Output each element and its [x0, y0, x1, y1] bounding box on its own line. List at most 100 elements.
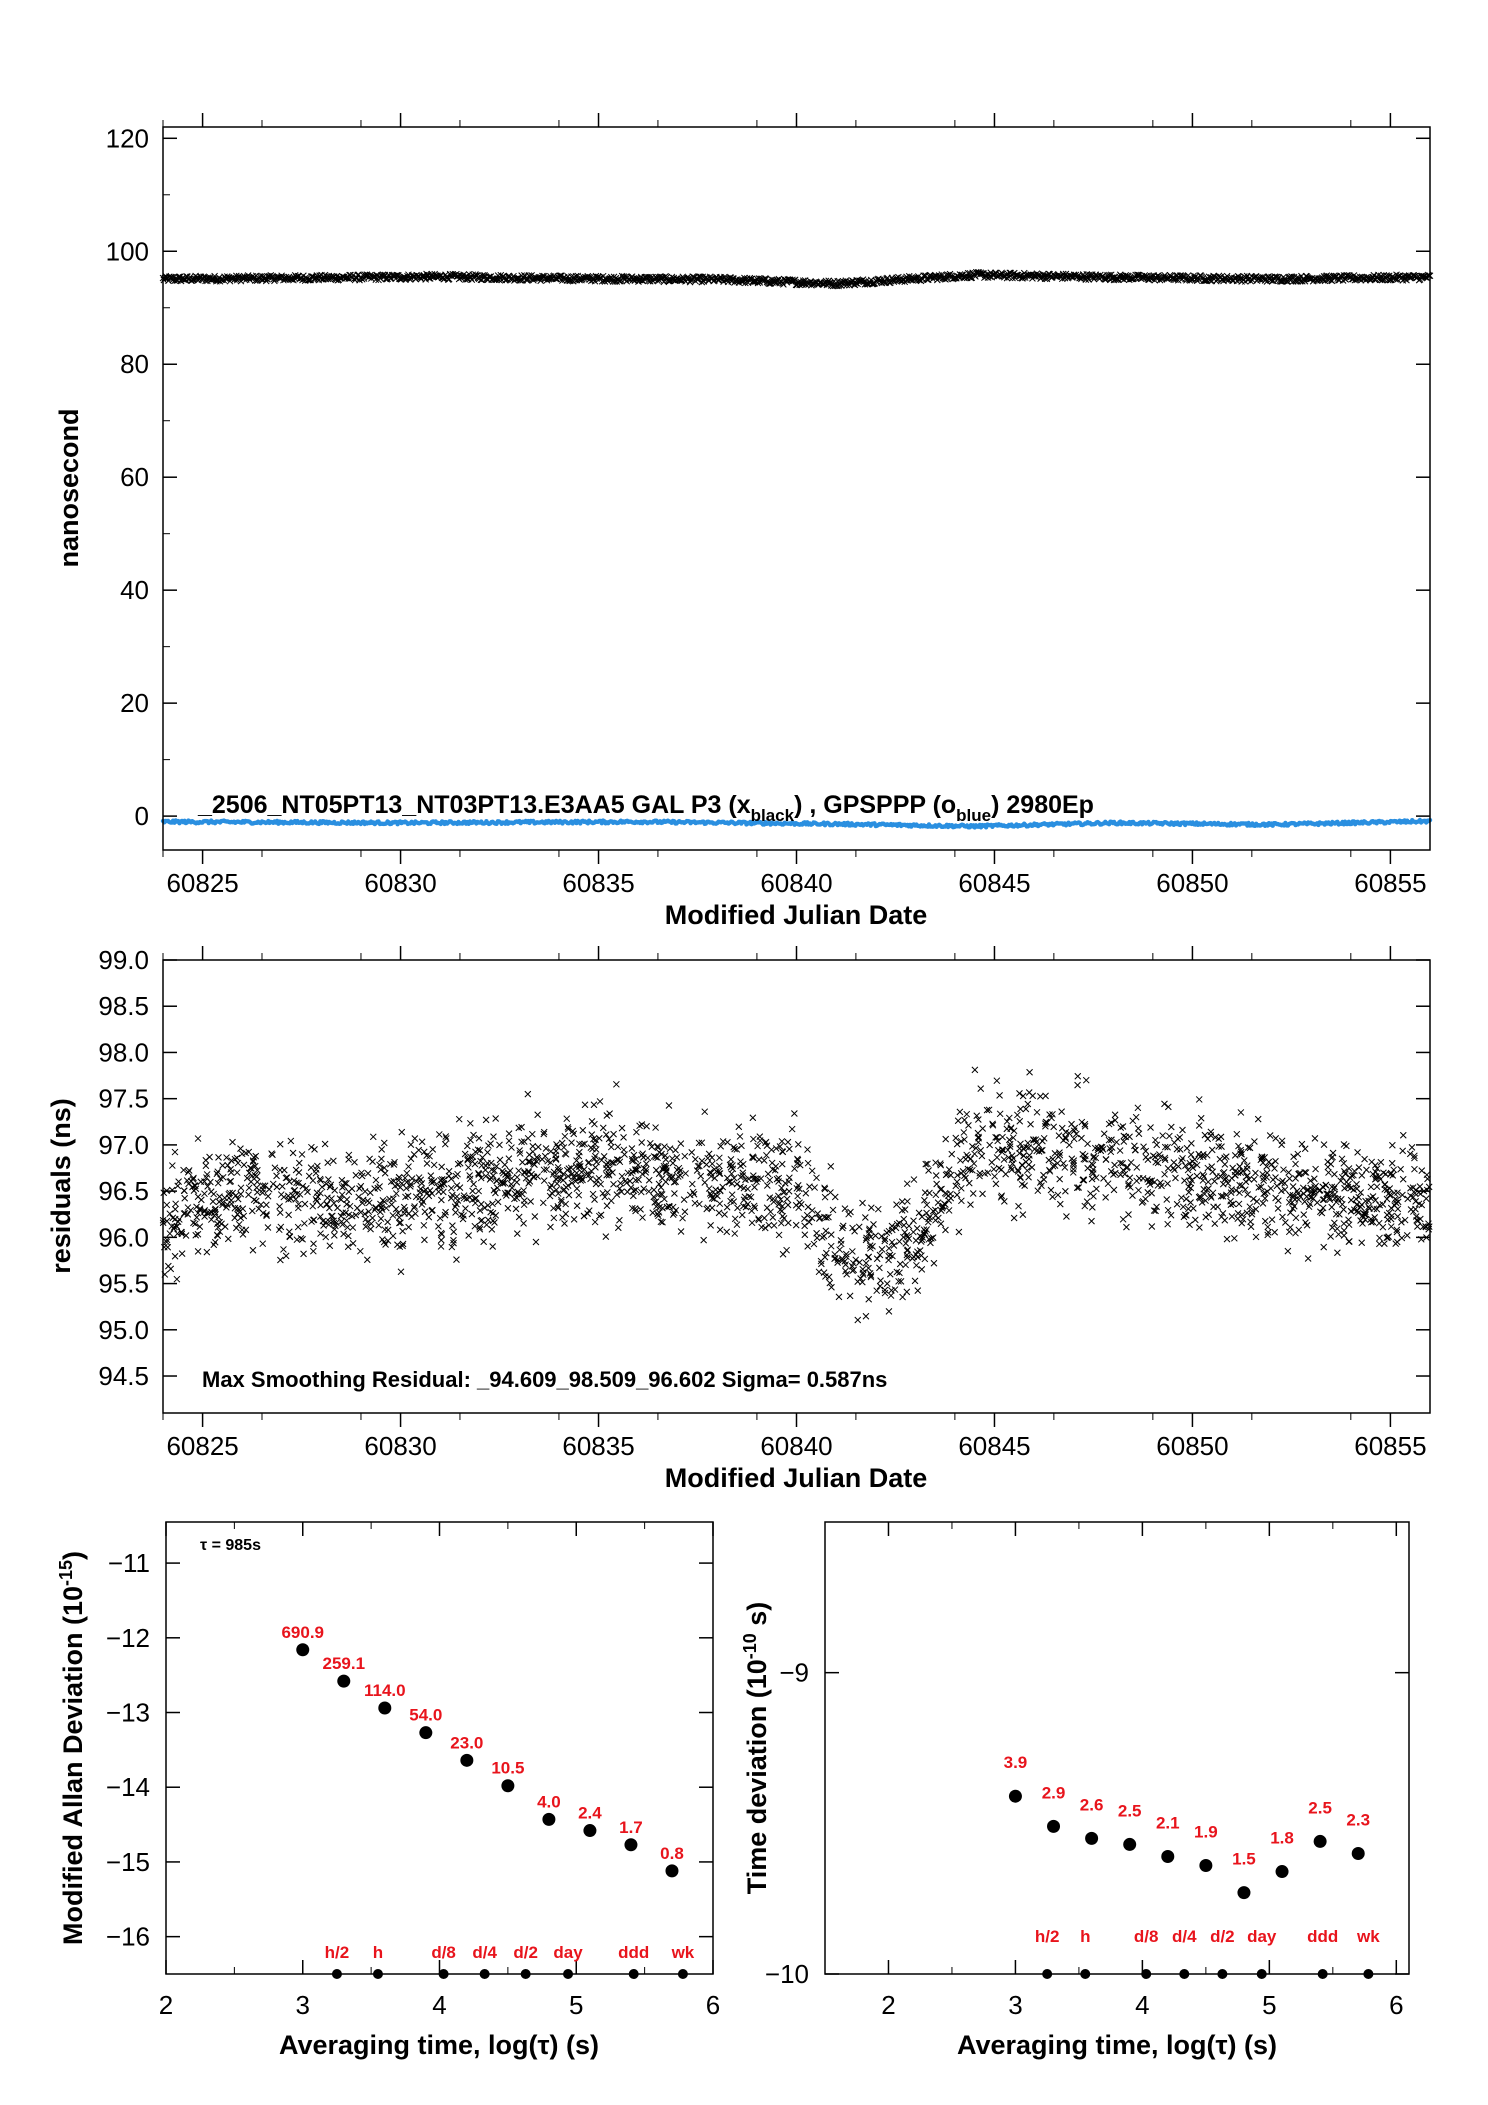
x-axis-label: Averaging time, log(τ) (s): [279, 2030, 599, 2060]
residual-point: [1133, 1164, 1141, 1171]
residual-point: [505, 1130, 513, 1137]
residual-point: [352, 1171, 360, 1179]
residual-point: [1195, 1096, 1203, 1103]
residual-point: [827, 1231, 835, 1238]
residual-point: [273, 1172, 280, 1180]
residual-point: [1133, 1177, 1140, 1185]
residual-point: [546, 1192, 554, 1200]
residual-point: [913, 1261, 920, 1269]
residual-point: [965, 1179, 973, 1187]
residual-point: [1211, 1177, 1218, 1185]
residual-point: [1025, 1155, 1033, 1163]
residual-point: [945, 1192, 952, 1200]
deviation-value-label: 114.0: [364, 1681, 406, 1700]
residual-point: [1187, 1199, 1194, 1206]
residual-point: [1016, 1173, 1024, 1181]
residual-point: [1298, 1140, 1306, 1148]
residual-point: [1110, 1171, 1117, 1178]
residual-point: [487, 1140, 494, 1147]
residual-point: [321, 1140, 329, 1148]
residual-point: [1223, 1235, 1231, 1243]
residual-point: [1292, 1160, 1299, 1168]
residual-point: [484, 1216, 492, 1224]
residual-point: [521, 1168, 528, 1176]
y-axis-label: Modified Allan Deviation (10-15): [56, 1551, 88, 1945]
residual-point: [712, 1186, 720, 1194]
residual-point: [1390, 1166, 1398, 1174]
residual-point: [1368, 1158, 1376, 1166]
residual-point: [1173, 1200, 1181, 1208]
residual-point: [794, 1141, 802, 1148]
residual-point: [1099, 1146, 1107, 1153]
residual-point: [1049, 1155, 1057, 1163]
residual-point: [178, 1250, 186, 1257]
data-point-x: [876, 276, 884, 284]
residual-point: [1273, 1182, 1281, 1190]
residual-point: [1201, 1131, 1209, 1139]
deviation-point: [1161, 1849, 1175, 1863]
residual-point: [1105, 1120, 1113, 1128]
residual-point: [1322, 1181, 1330, 1189]
residual-point: [877, 1277, 884, 1284]
residual-point: [253, 1188, 261, 1196]
residual-point: [527, 1198, 535, 1205]
residual-point: [369, 1214, 376, 1222]
residual-point: [410, 1151, 418, 1158]
residual-point: [166, 1210, 174, 1218]
residual-point: [1299, 1184, 1307, 1192]
residual-point: [1119, 1215, 1127, 1223]
residual-point: [330, 1157, 337, 1165]
y-tick-label: 96.0: [98, 1222, 149, 1252]
residual-point: [591, 1218, 599, 1226]
x-tick-label: 60830: [364, 868, 436, 898]
residual-point: [967, 1155, 974, 1163]
residual-point: [1056, 1200, 1064, 1208]
x-tick-label: 60830: [364, 1431, 436, 1461]
residual-point: [1193, 1172, 1201, 1180]
period-label: h: [373, 1943, 383, 1962]
residual-point: [168, 1162, 176, 1169]
residual-point: [1292, 1214, 1300, 1222]
residual-point: [494, 1198, 502, 1206]
y-tick-label: 99.0: [98, 945, 149, 975]
residual-point: [629, 1192, 637, 1200]
residual-point: [703, 1161, 710, 1169]
residual-point: [247, 1178, 255, 1186]
residual-point: [616, 1216, 623, 1224]
residual-point: [937, 1220, 945, 1228]
residual-point: [1229, 1200, 1237, 1208]
x-axis-label: Modified Julian Date: [665, 900, 928, 930]
residual-point: [1379, 1223, 1387, 1231]
residual-point: [1000, 1197, 1008, 1205]
residual-point: [1272, 1157, 1279, 1165]
y-tick-label: 98.0: [98, 1037, 149, 1067]
residual-point: [1272, 1134, 1280, 1142]
residual-point: [276, 1140, 284, 1148]
residual-point: [430, 1161, 438, 1169]
residual-point: [893, 1201, 900, 1208]
residual-point: [314, 1193, 322, 1201]
residual-point: [638, 1139, 646, 1146]
deviation-point: [665, 1864, 679, 1878]
residual-point: [1300, 1211, 1308, 1218]
residual-point: [945, 1207, 953, 1214]
residual-point: [971, 1150, 978, 1158]
panel-modified-allan-deviation: 2 3 4 5 6−16−15−14−13−12−11 690.9259.1114.05…: [56, 1521, 720, 2060]
residual-point: [1135, 1130, 1143, 1138]
residual-point: [309, 1202, 317, 1210]
residual-point: [864, 1253, 872, 1261]
residual-point: [727, 1156, 735, 1163]
residual-point: [1164, 1220, 1172, 1228]
residual-point: [1408, 1144, 1416, 1151]
residual-point: [295, 1159, 303, 1167]
residual-point: [276, 1209, 284, 1216]
data-point-x: [1003, 274, 1011, 282]
residual-point: [300, 1250, 307, 1258]
residual-point: [1200, 1173, 1208, 1180]
residual-point: [453, 1182, 461, 1189]
residual-point: [1388, 1141, 1396, 1149]
residual-point: [975, 1133, 982, 1141]
deviation-value-label: 259.1: [323, 1654, 366, 1673]
residual-point: [345, 1156, 352, 1163]
residual-point: [1325, 1169, 1332, 1176]
